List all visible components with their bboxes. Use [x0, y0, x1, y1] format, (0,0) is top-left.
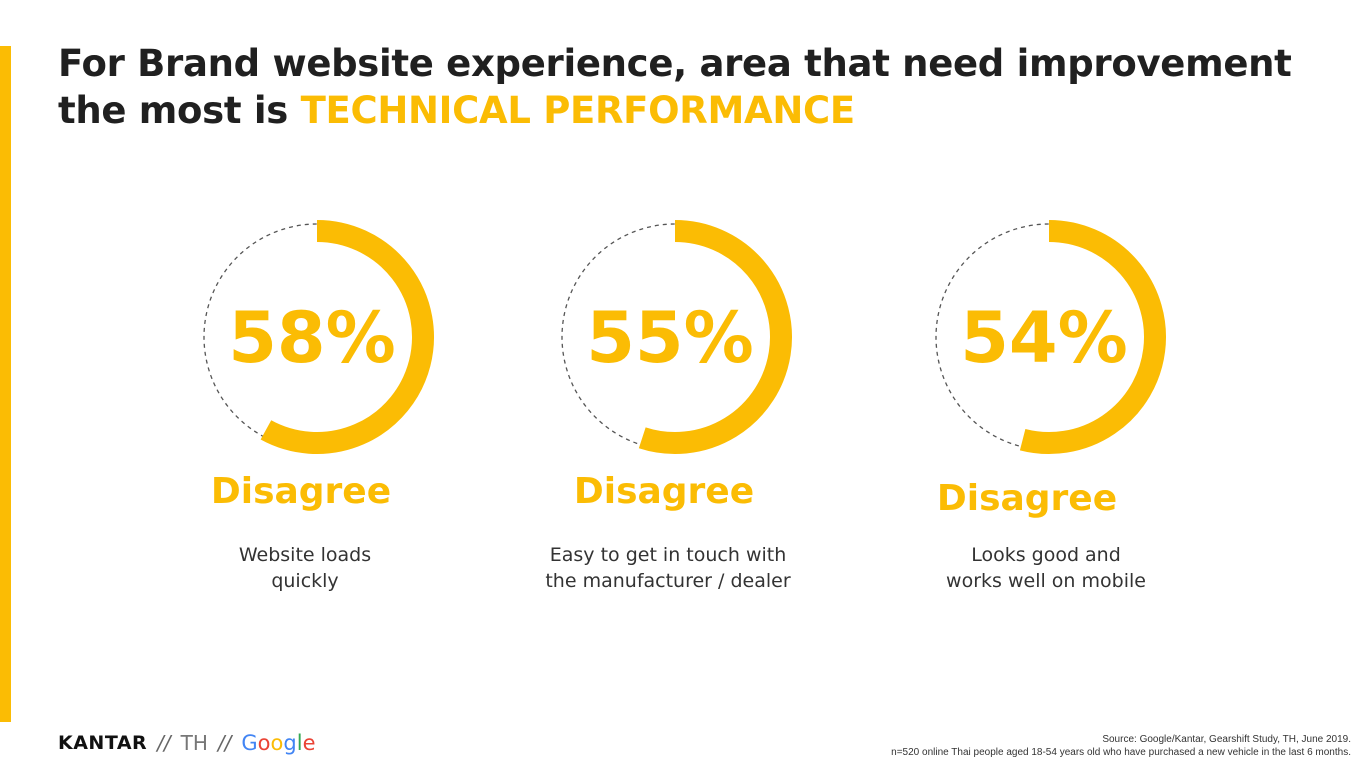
donut-label: Disagree — [210, 471, 392, 512]
donut-value-arc — [638, 220, 792, 454]
google-letter: o — [257, 731, 271, 755]
logo-separator: // — [157, 731, 171, 755]
sample-line: n=520 online Thai people aged 18-54 year… — [891, 747, 1351, 758]
donut-description: Easy to get in touch with the manufactur… — [508, 542, 828, 594]
description-line: quickly — [271, 570, 339, 592]
google-letter: e — [302, 731, 316, 755]
donut-value-arc — [1019, 220, 1166, 454]
description-line: Easy to get in touch with — [549, 544, 787, 566]
donut-value-label: 54% — [960, 297, 1128, 379]
country-code: TH — [180, 731, 208, 755]
footer-logos: KANTAR // TH // Google — [58, 728, 316, 758]
google-letter: g — [283, 731, 297, 755]
source-note: Source: Google/Kantar, Gearshift Study, … — [651, 733, 1351, 759]
logo-separator: // — [217, 731, 232, 755]
donut-label: Disagree — [573, 471, 755, 512]
description-line: Website loads — [238, 544, 372, 566]
donut-value-label: 55% — [586, 297, 754, 379]
google-letter: l — [296, 731, 303, 755]
description-line: Looks good and — [971, 544, 1121, 566]
donut-label: Disagree — [936, 478, 1118, 519]
donut-value-arc — [260, 220, 434, 454]
donut-description: Looks good and works well on mobile — [886, 542, 1206, 594]
donut-value-label: 58% — [228, 297, 396, 379]
source-line: Source: Google/Kantar, Gearshift Study, … — [1102, 734, 1351, 745]
description-line: works well on mobile — [946, 570, 1146, 592]
title-prefix: For Brand website experience, area that … — [58, 42, 1292, 132]
title-highlight: TECHNICAL PERFORMANCE — [300, 89, 856, 132]
donut-description: Website loads quickly — [145, 542, 465, 594]
kantar-logo: KANTAR — [58, 732, 148, 754]
google-letter: G — [241, 731, 258, 755]
page-title: For Brand website experience, area that … — [58, 40, 1318, 134]
description-line: the manufacturer / dealer — [545, 570, 791, 592]
google-letter: o — [270, 731, 284, 755]
google-logo: Google — [241, 731, 315, 755]
accent-side-bar — [0, 46, 11, 722]
